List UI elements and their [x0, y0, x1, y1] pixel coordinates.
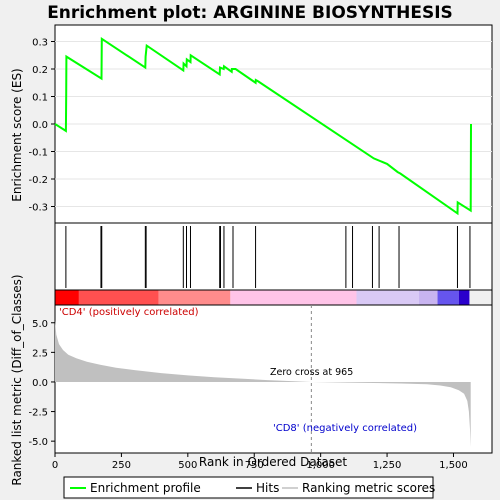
- x-tick-label: 1,250: [373, 460, 402, 471]
- metric-tick-label: -2.5: [28, 408, 48, 419]
- hits-panel: [54, 222, 493, 291]
- legend-label-enrichment: Enrichment profile: [90, 481, 201, 495]
- rank-bar-segment: [418, 290, 438, 305]
- metric-y-ticks: 5.0 2.5 0.0 -2.5 -5.0: [28, 319, 55, 448]
- rank-bar-segment: [158, 290, 231, 305]
- metric-tick-label: 2.5: [32, 348, 48, 359]
- rank-bar-segment: [458, 290, 470, 305]
- es-tick-label: 0.1: [32, 93, 48, 104]
- chart-title: Enrichment plot: ARGININE BIOSYNTHESIS: [47, 3, 453, 23]
- x-axis-ticks: 0 250 500 750 1,000 1,250 1,500: [52, 453, 468, 471]
- x-axis-label: Rank in Ordered Dataset: [199, 455, 347, 469]
- es-tick-label: -0.2: [28, 175, 48, 186]
- x-tick-label: 750: [245, 460, 264, 471]
- x-tick-label: 250: [112, 460, 131, 471]
- metric-tick-label: 5.0: [32, 319, 48, 330]
- rank-bar-segment: [437, 290, 459, 305]
- es-tick-label: 0.2: [32, 65, 48, 76]
- es-y-ticks: 0.3 0.2 0.1 0.0 -0.1 -0.2 -0.3: [28, 38, 55, 214]
- es-tick-label: 0.3: [32, 38, 48, 49]
- metric-tick-label: 0.0: [32, 378, 48, 389]
- es-tick-label: 0.0: [32, 120, 48, 131]
- rank-bar-segment: [356, 290, 419, 305]
- hits-marks: [65, 226, 471, 288]
- x-tick-label: 1,000: [306, 460, 335, 471]
- negative-class-label: 'CD8' (negatively correlated): [273, 423, 417, 434]
- x-tick-label: 1,500: [439, 460, 468, 471]
- x-tick-label: 500: [178, 460, 197, 471]
- legend: Enrichment profile Hits Ranking metric s…: [63, 476, 435, 499]
- rank-bar-segment: [230, 290, 357, 305]
- es-tick-label: -0.1: [28, 148, 48, 159]
- es-y-label: Enrichment score (ES): [10, 68, 24, 201]
- x-tick-label: 0: [52, 460, 58, 471]
- metric-y-label: Ranked list metric (Diff_of_Classes): [10, 274, 24, 485]
- metric-tick-label: -5.0: [28, 437, 48, 448]
- legend-label-metric: Ranking metric scores: [302, 481, 435, 495]
- positive-class-label: 'CD4' (positively correlated): [59, 307, 199, 318]
- es-tick-label: -0.3: [28, 203, 48, 214]
- rank-color-bar: [55, 290, 470, 305]
- zero-cross-label: Zero cross at 965: [270, 367, 353, 378]
- es-grid: [55, 41, 492, 207]
- legend-label-hits: Hits: [256, 481, 279, 495]
- enrichment-profile-line: [54, 36, 472, 216]
- rank-bar-segment: [55, 290, 79, 305]
- rank-bar-segment: [78, 290, 159, 305]
